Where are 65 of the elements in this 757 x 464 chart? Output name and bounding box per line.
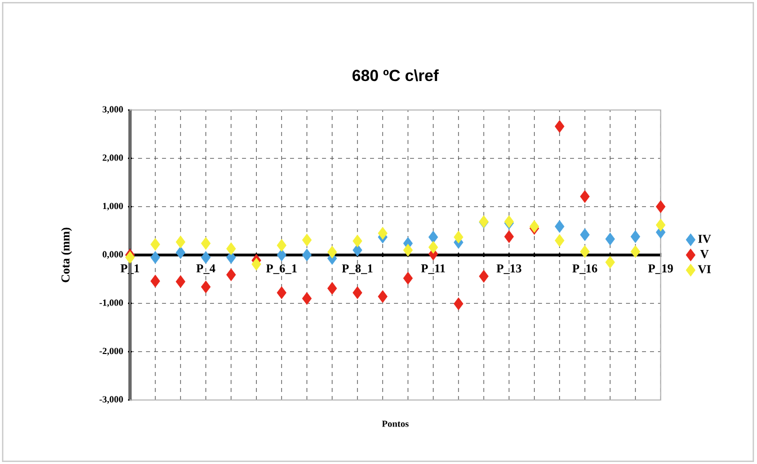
y-tick-label: 0,000: [102, 251, 123, 259]
point: [580, 228, 590, 241]
y-tick-label: 3,000: [102, 106, 123, 114]
legend-label: IV: [698, 234, 712, 243]
x-tick-label: P_19: [648, 264, 673, 274]
point: [276, 286, 286, 299]
x-tick-label: P_16: [572, 264, 598, 274]
point: [150, 274, 160, 288]
x-axis-title: Pontos: [382, 420, 409, 427]
point: [252, 258, 262, 270]
point: [554, 120, 564, 133]
point: [176, 236, 186, 248]
legend-label: VI: [698, 265, 711, 274]
y-tick-label: -3,000: [100, 396, 123, 404]
point: [403, 244, 413, 256]
point: [479, 270, 489, 283]
x-tick-label: P_11: [421, 264, 445, 274]
point: [352, 234, 362, 248]
point: [554, 220, 564, 233]
x-tick-label: P_6_1: [266, 264, 297, 274]
point: [276, 239, 286, 252]
point: [580, 245, 590, 258]
point: [302, 248, 312, 262]
x-tick-label: P_4: [196, 264, 216, 274]
point: [656, 218, 666, 232]
y-tick-label: 2,000: [102, 154, 123, 162]
point: [327, 282, 337, 295]
point: [605, 256, 615, 269]
point: [150, 238, 160, 251]
y-tick-label: 1,000: [103, 202, 123, 210]
point: [176, 246, 186, 259]
point: [504, 230, 514, 243]
x-tick-label: P_13: [496, 264, 522, 274]
point: [403, 272, 413, 284]
legend-label: V: [700, 250, 709, 258]
point: [554, 234, 564, 247]
point: [378, 226, 388, 240]
point: [454, 230, 464, 244]
point: [630, 230, 640, 243]
point: [201, 237, 211, 250]
point: [302, 234, 312, 246]
point: [630, 245, 640, 258]
point: [201, 280, 211, 294]
point: [352, 286, 362, 299]
point: [150, 251, 160, 264]
point: [656, 200, 666, 213]
point: [428, 230, 438, 244]
point: [201, 251, 211, 264]
y-axis-title: Cota (mm): [61, 228, 72, 282]
y-tick-label: -2,000: [100, 348, 123, 356]
point: [176, 275, 186, 288]
chart-title: 680 ºC c\ref: [352, 69, 439, 82]
point: [125, 251, 135, 264]
point: [428, 240, 438, 254]
point: [226, 242, 236, 255]
point: [580, 190, 590, 203]
point: [378, 290, 388, 303]
point: [605, 232, 615, 246]
point: [276, 248, 286, 262]
x-tick-label: P_8_1: [342, 264, 372, 274]
point: [327, 246, 337, 258]
point: [302, 292, 312, 305]
point: [226, 268, 236, 282]
point: [454, 298, 464, 310]
y-tick-label: -1,000: [100, 299, 123, 308]
